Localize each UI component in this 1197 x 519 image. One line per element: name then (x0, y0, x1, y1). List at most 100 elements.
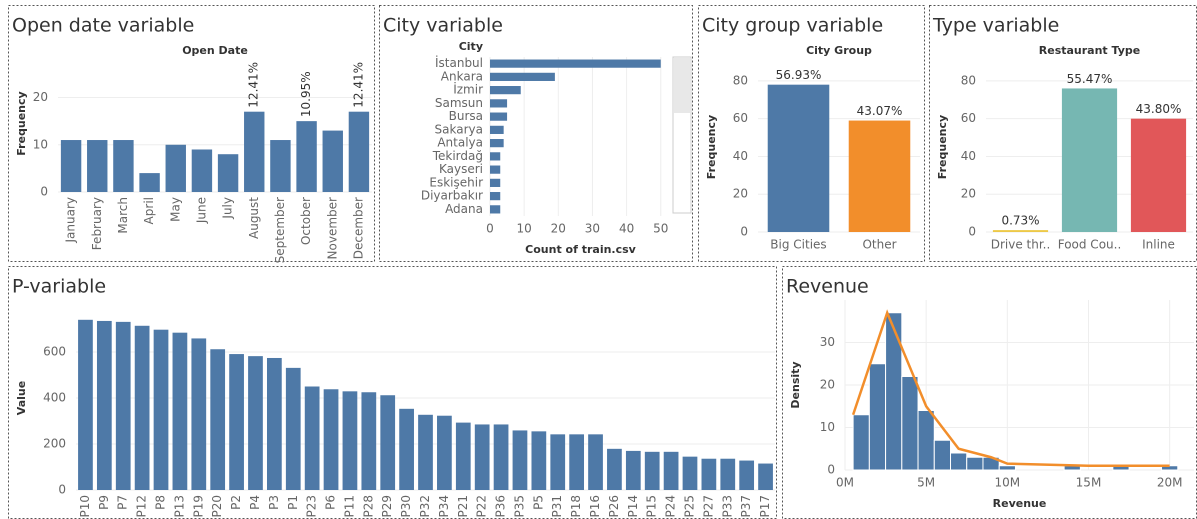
y-tick-label: Tekirdağ (432, 149, 483, 163)
x-tick-label: P14 (626, 495, 640, 518)
y-tick-label: 0 (968, 225, 976, 239)
x-tick-label: P31 (550, 495, 564, 518)
x-tick-label: P26 (607, 495, 621, 518)
bar (380, 395, 396, 490)
bar (399, 408, 414, 490)
bar (115, 321, 131, 490)
x-tick-label: P9 (97, 495, 111, 510)
panel (929, 5, 1197, 262)
bar (172, 332, 188, 490)
y-tick-label: 40 (733, 149, 748, 163)
bar (474, 424, 490, 490)
y-tick-label: 40 (961, 149, 976, 163)
y-tick-label: 400 (43, 391, 66, 405)
x-tick-label: P29 (380, 495, 394, 518)
value-label: 12.41% (247, 62, 261, 108)
y-tick-label: 80 (733, 73, 748, 87)
x-tick-label: April (142, 197, 156, 224)
bar (625, 450, 641, 490)
x-tick-label: P34 (437, 495, 451, 518)
bar (493, 424, 509, 490)
y-tick-label: Kayseri (439, 162, 483, 176)
x-tick-label: Other (862, 238, 896, 252)
y-axis-label: Density (789, 361, 802, 408)
y-tick-label: 20 (733, 187, 748, 201)
y-tick-label: Bursa (449, 109, 483, 123)
panel (8, 5, 375, 262)
bar (490, 178, 501, 187)
y-axis-label: Frequency (15, 91, 28, 155)
bar (490, 165, 501, 174)
x-axis-label: Count of train.csv (525, 243, 637, 256)
x-tick-label: P21 (456, 495, 470, 518)
panel (698, 5, 925, 262)
y-axis-label: Value (15, 381, 28, 415)
bar (512, 430, 528, 490)
x-tick-label: 15M (1076, 476, 1102, 490)
bar (191, 338, 207, 490)
bar (153, 329, 169, 490)
value-label: 10.95% (299, 71, 313, 117)
y-axis-label: Frequency (705, 115, 718, 179)
bar (1130, 118, 1187, 232)
x-tick-label: October (299, 197, 313, 245)
panel-title: Revenue (786, 276, 869, 298)
value-label: 43.80% (1136, 102, 1182, 116)
bar (285, 367, 301, 490)
bar (113, 140, 134, 192)
panel-title: Type variable (932, 15, 1059, 37)
histogram-bar (998, 465, 1016, 471)
x-tick-label: P13 (172, 495, 186, 518)
bar (682, 456, 698, 490)
y-tick-label: İzmir (453, 82, 483, 97)
chart-subtitle: Restaurant Type (1039, 44, 1140, 57)
bar (96, 320, 112, 490)
bar (304, 386, 320, 490)
bar (139, 173, 160, 192)
bar (342, 391, 358, 490)
x-tick-label: P20 (210, 495, 224, 518)
x-axis-label: Revenue (993, 497, 1047, 510)
histogram-bar (885, 312, 903, 471)
value-label: 12.41% (351, 62, 365, 108)
y-tick-label: 80 (961, 73, 976, 87)
x-tick-label: P33 (720, 495, 734, 518)
bar (244, 111, 265, 192)
bar (531, 431, 547, 490)
x-tick-label: P23 (305, 495, 319, 518)
bar (418, 414, 433, 490)
x-tick-label: 10M (995, 476, 1021, 490)
y-axis-label: Frequency (936, 115, 949, 179)
x-tick-label: Inline (1142, 238, 1175, 252)
x-tick-label: P11 (342, 495, 356, 518)
bar (739, 460, 755, 490)
bar (217, 154, 239, 192)
x-tick-label: 0M (836, 476, 854, 490)
x-tick-label: July (221, 197, 235, 220)
bar (992, 230, 1049, 232)
bar (490, 205, 501, 214)
x-tick-label: P7 (116, 495, 130, 510)
bar (490, 112, 508, 121)
x-tick-label: P36 (494, 495, 508, 518)
x-tick-label: P6 (324, 495, 338, 510)
scroll-thumb[interactable] (674, 58, 690, 113)
histogram-bar (868, 363, 887, 471)
x-tick-label: 20 (551, 222, 566, 236)
x-tick-label: 5M (917, 476, 935, 490)
x-tick-label: June (194, 197, 208, 224)
histogram-bar (917, 410, 935, 471)
bar (322, 130, 343, 192)
x-tick-label: P24 (664, 495, 678, 518)
y-tick-label: Sakarya (435, 122, 483, 136)
chart-subtitle: City Group (806, 44, 872, 57)
bar (720, 458, 736, 490)
y-tick-label: Diyarbakır (421, 189, 483, 203)
y-tick-label: 60 (733, 111, 748, 125)
y-tick-label: 10 (820, 420, 835, 434)
x-tick-label: P30 (399, 495, 413, 518)
y-tick-label: Samsun (435, 96, 483, 110)
y-tick-label: 0 (58, 483, 66, 497)
value-label: 55.47% (1067, 72, 1113, 86)
